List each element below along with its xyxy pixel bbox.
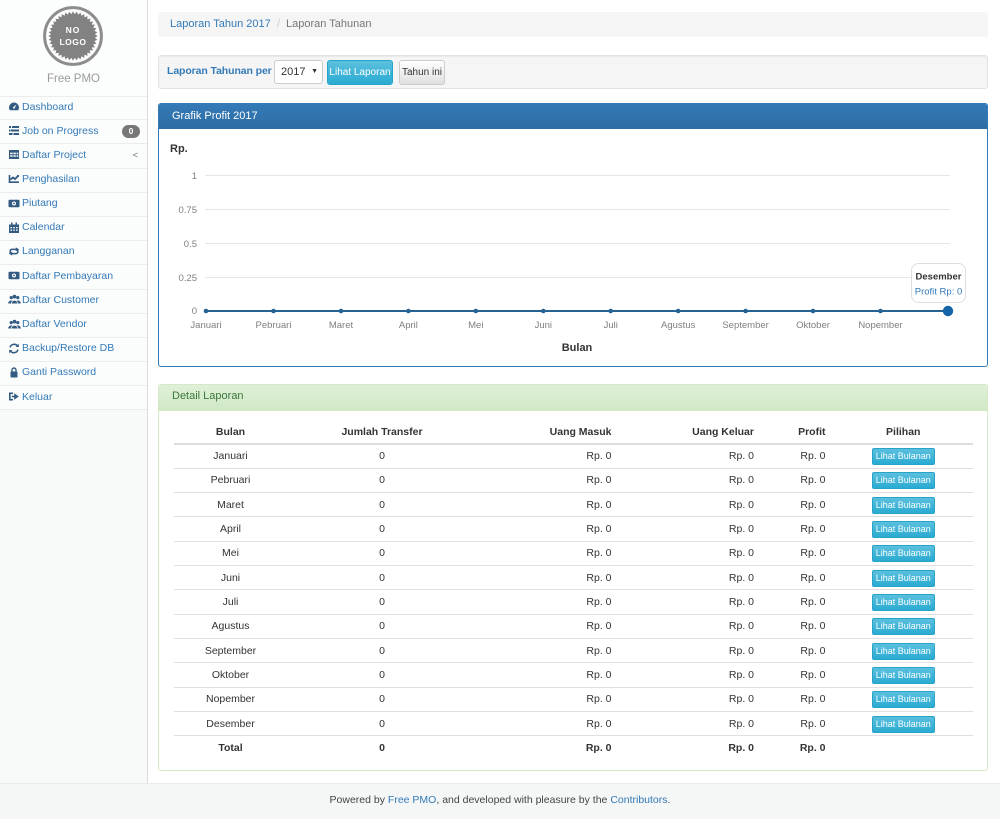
svg-text:Agustus: Agustus — [661, 320, 696, 331]
svg-text:Oktober: Oktober — [796, 320, 830, 331]
svg-text:Nopember: Nopember — [858, 320, 902, 331]
svg-text:0.75: 0.75 — [179, 205, 198, 216]
svg-text:NO: NO — [66, 25, 81, 35]
svg-text:Januari: Januari — [190, 320, 221, 331]
svg-text:April: April — [399, 320, 418, 331]
svg-text:Rp.: Rp. — [170, 143, 188, 155]
svg-text:0.25: 0.25 — [179, 273, 198, 284]
svg-text:Bulan: Bulan — [562, 342, 593, 354]
svg-text:Pebruari: Pebruari — [256, 320, 292, 331]
svg-text:Juli: Juli — [604, 320, 618, 331]
svg-text:Mei: Mei — [468, 320, 483, 331]
svg-text:0: 0 — [192, 306, 197, 317]
svg-text:September: September — [722, 320, 768, 331]
svg-text:Juni: Juni — [535, 320, 552, 331]
svg-text:Maret: Maret — [329, 320, 354, 331]
svg-text:LOGO: LOGO — [59, 37, 86, 47]
svg-text:0.5: 0.5 — [184, 239, 197, 250]
svg-text:Profit Rp: 0: Profit Rp: 0 — [915, 287, 963, 298]
svg-text:Desember: Desember — [916, 272, 962, 283]
svg-text:1: 1 — [192, 171, 197, 182]
